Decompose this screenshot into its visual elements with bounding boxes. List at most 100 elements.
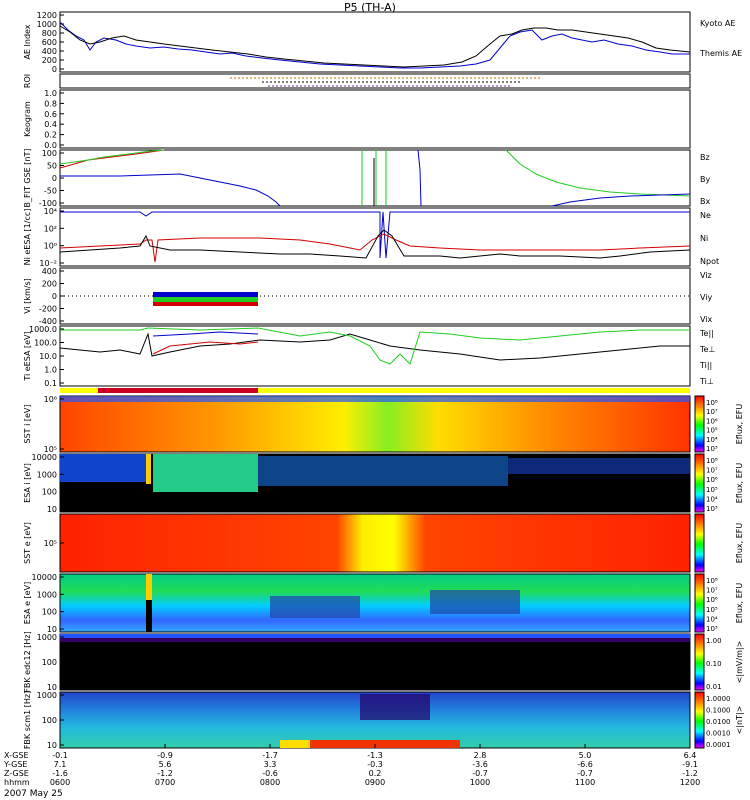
esa-electron-dark-1: [270, 596, 360, 618]
ytick-fbk2-0: 1000: [37, 691, 57, 700]
ytick-ae-0: 1200: [37, 11, 57, 20]
bx-line-late: [551, 193, 691, 207]
colorbar-sst-electron: [694, 513, 705, 573]
cbar-tick-sst_i-1: 10⁷: [706, 408, 718, 416]
sst-ion-spectrogram: [59, 395, 691, 453]
ylabel-ni: Ni eESA [1/cc]: [23, 209, 32, 266]
coord-6-2: -1.2: [682, 769, 698, 778]
te-perp-line: [152, 341, 259, 355]
cbar-label-fbk2: <|nT|>: [735, 706, 744, 735]
ytick-vi-2: 0: [52, 292, 57, 301]
ylabel-fbk2: FBK scm1 [Hz]: [23, 691, 32, 749]
npot-line: [60, 211, 690, 259]
coord-4-1: -3.6: [472, 760, 488, 769]
ytick-vi-4: -400: [39, 317, 57, 326]
ylabel-ti: Ti eESA [eV]: [23, 331, 32, 381]
cbar-label-sst_e: Eflux, EFU: [735, 523, 744, 564]
cbar-tick-esa_e-1: 10⁷: [706, 587, 718, 595]
ytick-ae-2: 800: [42, 29, 57, 38]
ytick-fbk2-1: 100: [42, 716, 57, 725]
ytick-vi-3: -200: [39, 305, 57, 314]
cbar-tick-sst_i-5: 10³: [706, 445, 718, 453]
panel-ae-frame: [59, 11, 691, 73]
cbar-tick-esa_e-2: 10⁶: [706, 596, 718, 604]
legend-bfit-2: Bx: [700, 197, 710, 206]
bz-line: [59, 149, 165, 169]
ytick-fbk1-2: 10: [47, 683, 57, 692]
legend-vi-1: Viy: [700, 293, 713, 302]
mode-bar-fast: [98, 388, 258, 393]
cbar-tick-esa_e-5: 10³: [706, 625, 718, 633]
coord-5-1: -6.6: [577, 760, 593, 769]
ytick-fbk1-1: 100: [42, 658, 57, 667]
ytick-ae-6: 0: [52, 65, 57, 74]
cbar-tick-sst_i-0: 10⁸: [706, 399, 718, 407]
cbar-tick-sst_i-4: 10⁴: [706, 436, 718, 444]
legend-vi-2: Vix: [700, 315, 713, 324]
ylabel-roi: ROI: [23, 74, 32, 88]
esa-ion-spike: [146, 454, 151, 484]
cbar-label-sst_i: Eflux, EFU: [735, 404, 744, 445]
coord-3-2: 0.2: [369, 769, 382, 778]
by-line: [59, 149, 165, 165]
bx-line: [60, 173, 281, 207]
ti-perp-line: [152, 331, 259, 337]
cbar-tick-esa_e-0: 10⁸: [706, 577, 718, 585]
colorbar-fbk-scm1: [694, 691, 705, 749]
legend-ae-1: Themis AE: [699, 49, 742, 58]
esa-electron-dark-2: [430, 590, 520, 614]
legend-bfit-1: By: [700, 175, 710, 184]
coord-2-1: 3.3: [264, 760, 277, 769]
cbar-tick-esa_e-3: 10⁵: [706, 606, 718, 614]
coord-1-1: 5.6: [159, 760, 172, 769]
legend-bfit-0: Bz: [700, 153, 710, 162]
ylabel-vi: Vi [km/s]: [23, 278, 32, 314]
cbar-tick-fbk1-1: 0.10: [706, 660, 722, 668]
cbar-tick-fbk1-0: 1.00: [706, 637, 722, 645]
ytick-ni-1: 10²: [44, 224, 57, 233]
coord-2-2: -0.6: [262, 769, 278, 778]
panel-bfit-frame: [59, 149, 691, 207]
ylabel-esa_e: ESA e [eV]: [23, 582, 32, 624]
ytick-sst_i-0: 10⁶: [44, 395, 57, 404]
ytick-keogram-2: 0.6: [44, 110, 57, 119]
sst-ion-top-strip: [60, 396, 690, 402]
coord-3-0: -1.3: [367, 751, 383, 760]
fbk-scm1-low-band: [310, 740, 460, 748]
cbar-label-fbk1: <|mV/m|>: [735, 641, 744, 684]
ytick-ti-1: 100.0: [34, 339, 57, 348]
coord-6-1: -9.1: [682, 760, 698, 769]
ylabel-esa_i: ESA i [eV]: [23, 463, 32, 503]
ytick-bfit-1: 50: [47, 162, 57, 171]
coord-row-label-3: hhmm: [4, 778, 30, 787]
coord-row-label-0: X-GSE: [4, 751, 29, 760]
ytick-ni-2: 10⁰: [44, 242, 57, 251]
ylabel-sst_i: SST i [eV]: [23, 405, 32, 444]
coord-5-3: 1100: [575, 778, 595, 787]
esa-ion-band-late: [508, 458, 690, 474]
coord-2-3: 0800: [260, 778, 280, 787]
sst-electron-spectrogram: [59, 513, 691, 573]
viz-band: [153, 302, 258, 306]
esa-electron-spike: [146, 574, 152, 632]
ylabel-sst_e: SST e [eV]: [23, 522, 32, 564]
coord-0-2: -1.6: [52, 769, 68, 778]
ytick-vi-1: 200: [42, 280, 57, 289]
cbar-tick-fbk2-1: 0.1000: [706, 707, 731, 715]
cbar-tick-fbk1-2: 0.01: [706, 683, 722, 691]
ytick-bfit-0: 100: [42, 149, 57, 158]
ytick-esa_i-2: 100: [42, 488, 57, 497]
coord-3-3: 0900: [365, 778, 385, 787]
coord-5-0: 5.0: [579, 751, 592, 760]
coord-4-2: -0.7: [472, 769, 488, 778]
esa-ion-band-fast: [153, 454, 258, 492]
ytick-sst_i-1: 10⁵: [44, 445, 57, 454]
ni-line: [59, 229, 691, 259]
coord-0-0: -0.1: [52, 751, 68, 760]
cbar-tick-esa_i-3: 10⁵: [706, 486, 718, 494]
coord-4-3: 1000: [470, 778, 490, 787]
cbar-tick-esa_i-4: 10⁴: [706, 495, 718, 503]
cbar-tick-sst_i-3: 10⁵: [706, 427, 718, 435]
panel-ni-frame: [59, 207, 691, 267]
colorbar-fbk-edc12: [694, 633, 705, 691]
